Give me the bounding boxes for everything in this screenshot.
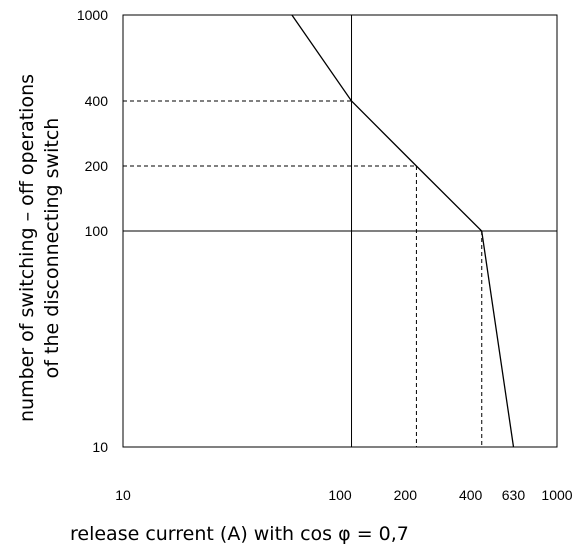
y-tick-label-1: 100 (85, 223, 109, 239)
plot-frame (122, 14, 558, 448)
y-axis-label-line-1: number of switching – off operations (16, 74, 38, 422)
y-tick-label-2: 200 (85, 158, 109, 174)
x-tick-label-3: 400 (459, 487, 483, 503)
x-tick-label-0: 10 (115, 487, 131, 503)
x-tick-label-2: 200 (394, 487, 418, 503)
y-tick-label-4: 1000 (77, 7, 108, 23)
y-axis-label-line-2: of the disconnecting switch (41, 118, 63, 379)
reference-lines (123, 100, 483, 447)
series-line-0 (291, 14, 515, 448)
x-axis-label: release current (A) with cos φ = 0,7 (70, 523, 409, 545)
y-tick-label-0: 10 (92, 439, 108, 455)
y-tick-label-3: 400 (85, 93, 109, 109)
y-tick-labels: 10 100 200 400 1000 (77, 7, 108, 455)
grid-layer (123, 15, 557, 447)
x-tick-label-1: 100 (328, 487, 352, 503)
series-layer (291, 14, 515, 448)
x-tick-label-5: 1000 (541, 487, 572, 503)
x-tick-labels: 10 100 200 400 630 1000 (115, 487, 573, 503)
x-tick-label-4: 630 (502, 487, 526, 503)
